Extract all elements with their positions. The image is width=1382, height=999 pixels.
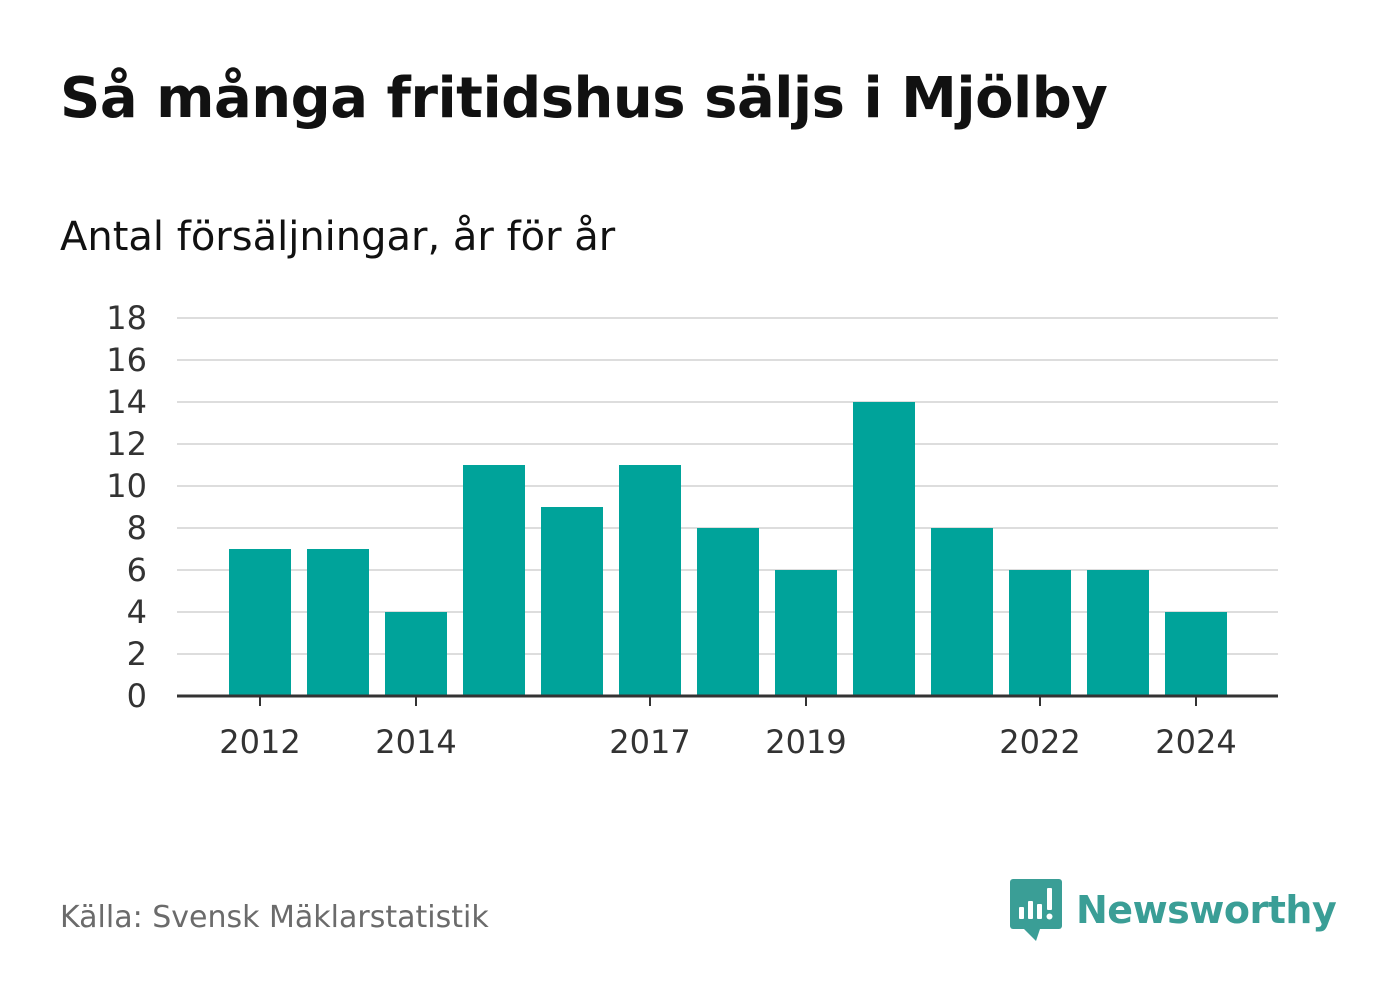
bar-2021 bbox=[931, 528, 993, 696]
y-tick-label-8: 8 bbox=[127, 509, 147, 547]
brand-name: Newsworthy bbox=[1076, 888, 1337, 932]
x-tick-label-2022: 2022 bbox=[999, 723, 1080, 761]
newsworthy-logo-icon bbox=[1010, 879, 1062, 941]
bar-2024 bbox=[1165, 612, 1227, 696]
y-tick-label-10: 10 bbox=[106, 467, 147, 505]
chart-title: Så många fritidshus säljs i Mjölby bbox=[60, 66, 1108, 131]
bar-2014 bbox=[385, 612, 447, 696]
bar-2020 bbox=[853, 402, 915, 696]
y-tick-label-4: 4 bbox=[127, 593, 147, 631]
bar-2022 bbox=[1009, 570, 1071, 696]
bar-2016 bbox=[541, 507, 603, 696]
chart-subtitle: Antal försäljningar, år för år bbox=[60, 214, 616, 260]
y-tick-label-18: 18 bbox=[106, 299, 147, 337]
x-tick-label-2014: 2014 bbox=[375, 723, 456, 761]
bar-2013 bbox=[307, 549, 369, 696]
x-tick-label-2012: 2012 bbox=[219, 723, 300, 761]
bar-2018 bbox=[697, 528, 759, 696]
brand: Newsworthy bbox=[1010, 878, 1337, 942]
x-axis-labels: 2012 2014 2017 2019 2022 2024 bbox=[219, 723, 1236, 761]
x-tick-label-2024: 2024 bbox=[1155, 723, 1236, 761]
y-tick-label-0: 0 bbox=[127, 677, 147, 715]
y-tick-label-6: 6 bbox=[127, 551, 147, 589]
bar-2019 bbox=[775, 570, 837, 696]
x-tick-label-2017: 2017 bbox=[609, 723, 690, 761]
y-tick-label-12: 12 bbox=[106, 425, 147, 463]
x-axis bbox=[177, 694, 1278, 706]
source-note: Källa: Svensk Mäklarstatistik bbox=[60, 900, 489, 935]
bar-2012 bbox=[229, 549, 291, 696]
bar-2017 bbox=[619, 465, 681, 696]
y-axis-labels: 0 2 4 6 8 10 12 14 16 18 bbox=[106, 299, 147, 715]
bars bbox=[229, 402, 1227, 696]
x-tick-label-2019: 2019 bbox=[765, 723, 846, 761]
y-tick-label-2: 2 bbox=[127, 635, 147, 673]
bar-2015 bbox=[463, 465, 525, 696]
bar-2023 bbox=[1087, 570, 1149, 696]
y-tick-label-16: 16 bbox=[106, 341, 147, 379]
y-tick-label-14: 14 bbox=[106, 383, 147, 421]
